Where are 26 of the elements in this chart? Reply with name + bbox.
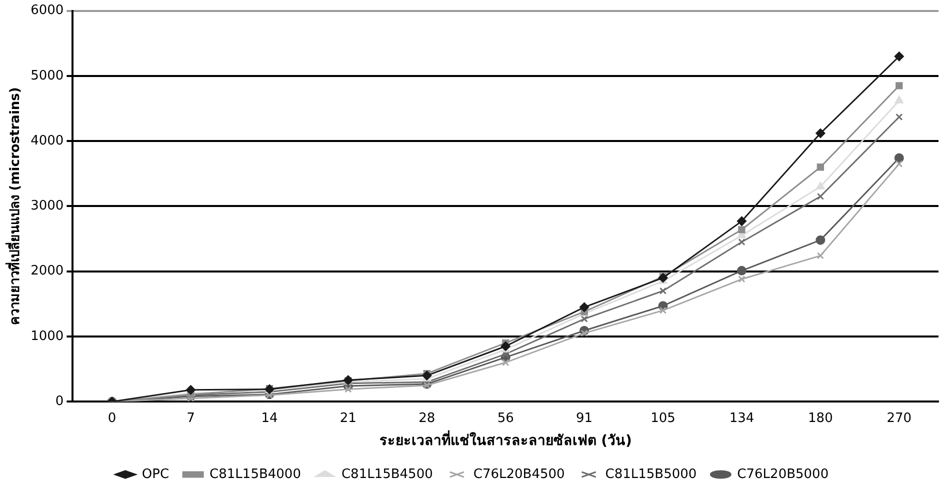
y-tick-label: 2000 — [30, 264, 64, 279]
legend-label: C81L15B5000 — [605, 466, 697, 482]
x-tick-label: 28 — [418, 410, 436, 426]
x-tick-label: 91 — [576, 410, 593, 426]
legend-label: C76L20B5000 — [737, 466, 829, 482]
y-axis-title: ความยาวที่เปลี่ยนแปลง (microstrains) — [5, 87, 24, 326]
x-tick-label: 14 — [261, 410, 278, 426]
y-tick-label: 6000 — [30, 3, 64, 18]
y-tick-label: 3000 — [30, 198, 64, 214]
x-tick-label: 7 — [186, 410, 195, 426]
legend-label: C76L20B4500 — [473, 466, 565, 482]
y-tick-label: 0 — [55, 394, 64, 409]
x-tick-label: 134 — [729, 410, 754, 426]
x-tick-label: 180 — [808, 410, 833, 426]
x-tick-label: 0 — [108, 410, 116, 426]
x-tick-label: 270 — [886, 410, 912, 426]
x-axis-title: ระยะเวลาที่แช่ในสารละลายซัลเฟต (วัน) — [379, 430, 632, 450]
y-tick-label: 5000 — [30, 68, 64, 84]
legend-label: OPC — [142, 466, 170, 482]
x-tick-label: 56 — [497, 410, 514, 426]
y-tick-label: 1000 — [30, 328, 64, 344]
x-tick-label: 21 — [340, 410, 356, 426]
x-tick-label: 105 — [650, 410, 676, 426]
y-tick-label: 4000 — [30, 133, 64, 148]
legend-label: C81L15B4500 — [341, 466, 433, 482]
legend-label: C81L15B4000 — [210, 466, 301, 482]
